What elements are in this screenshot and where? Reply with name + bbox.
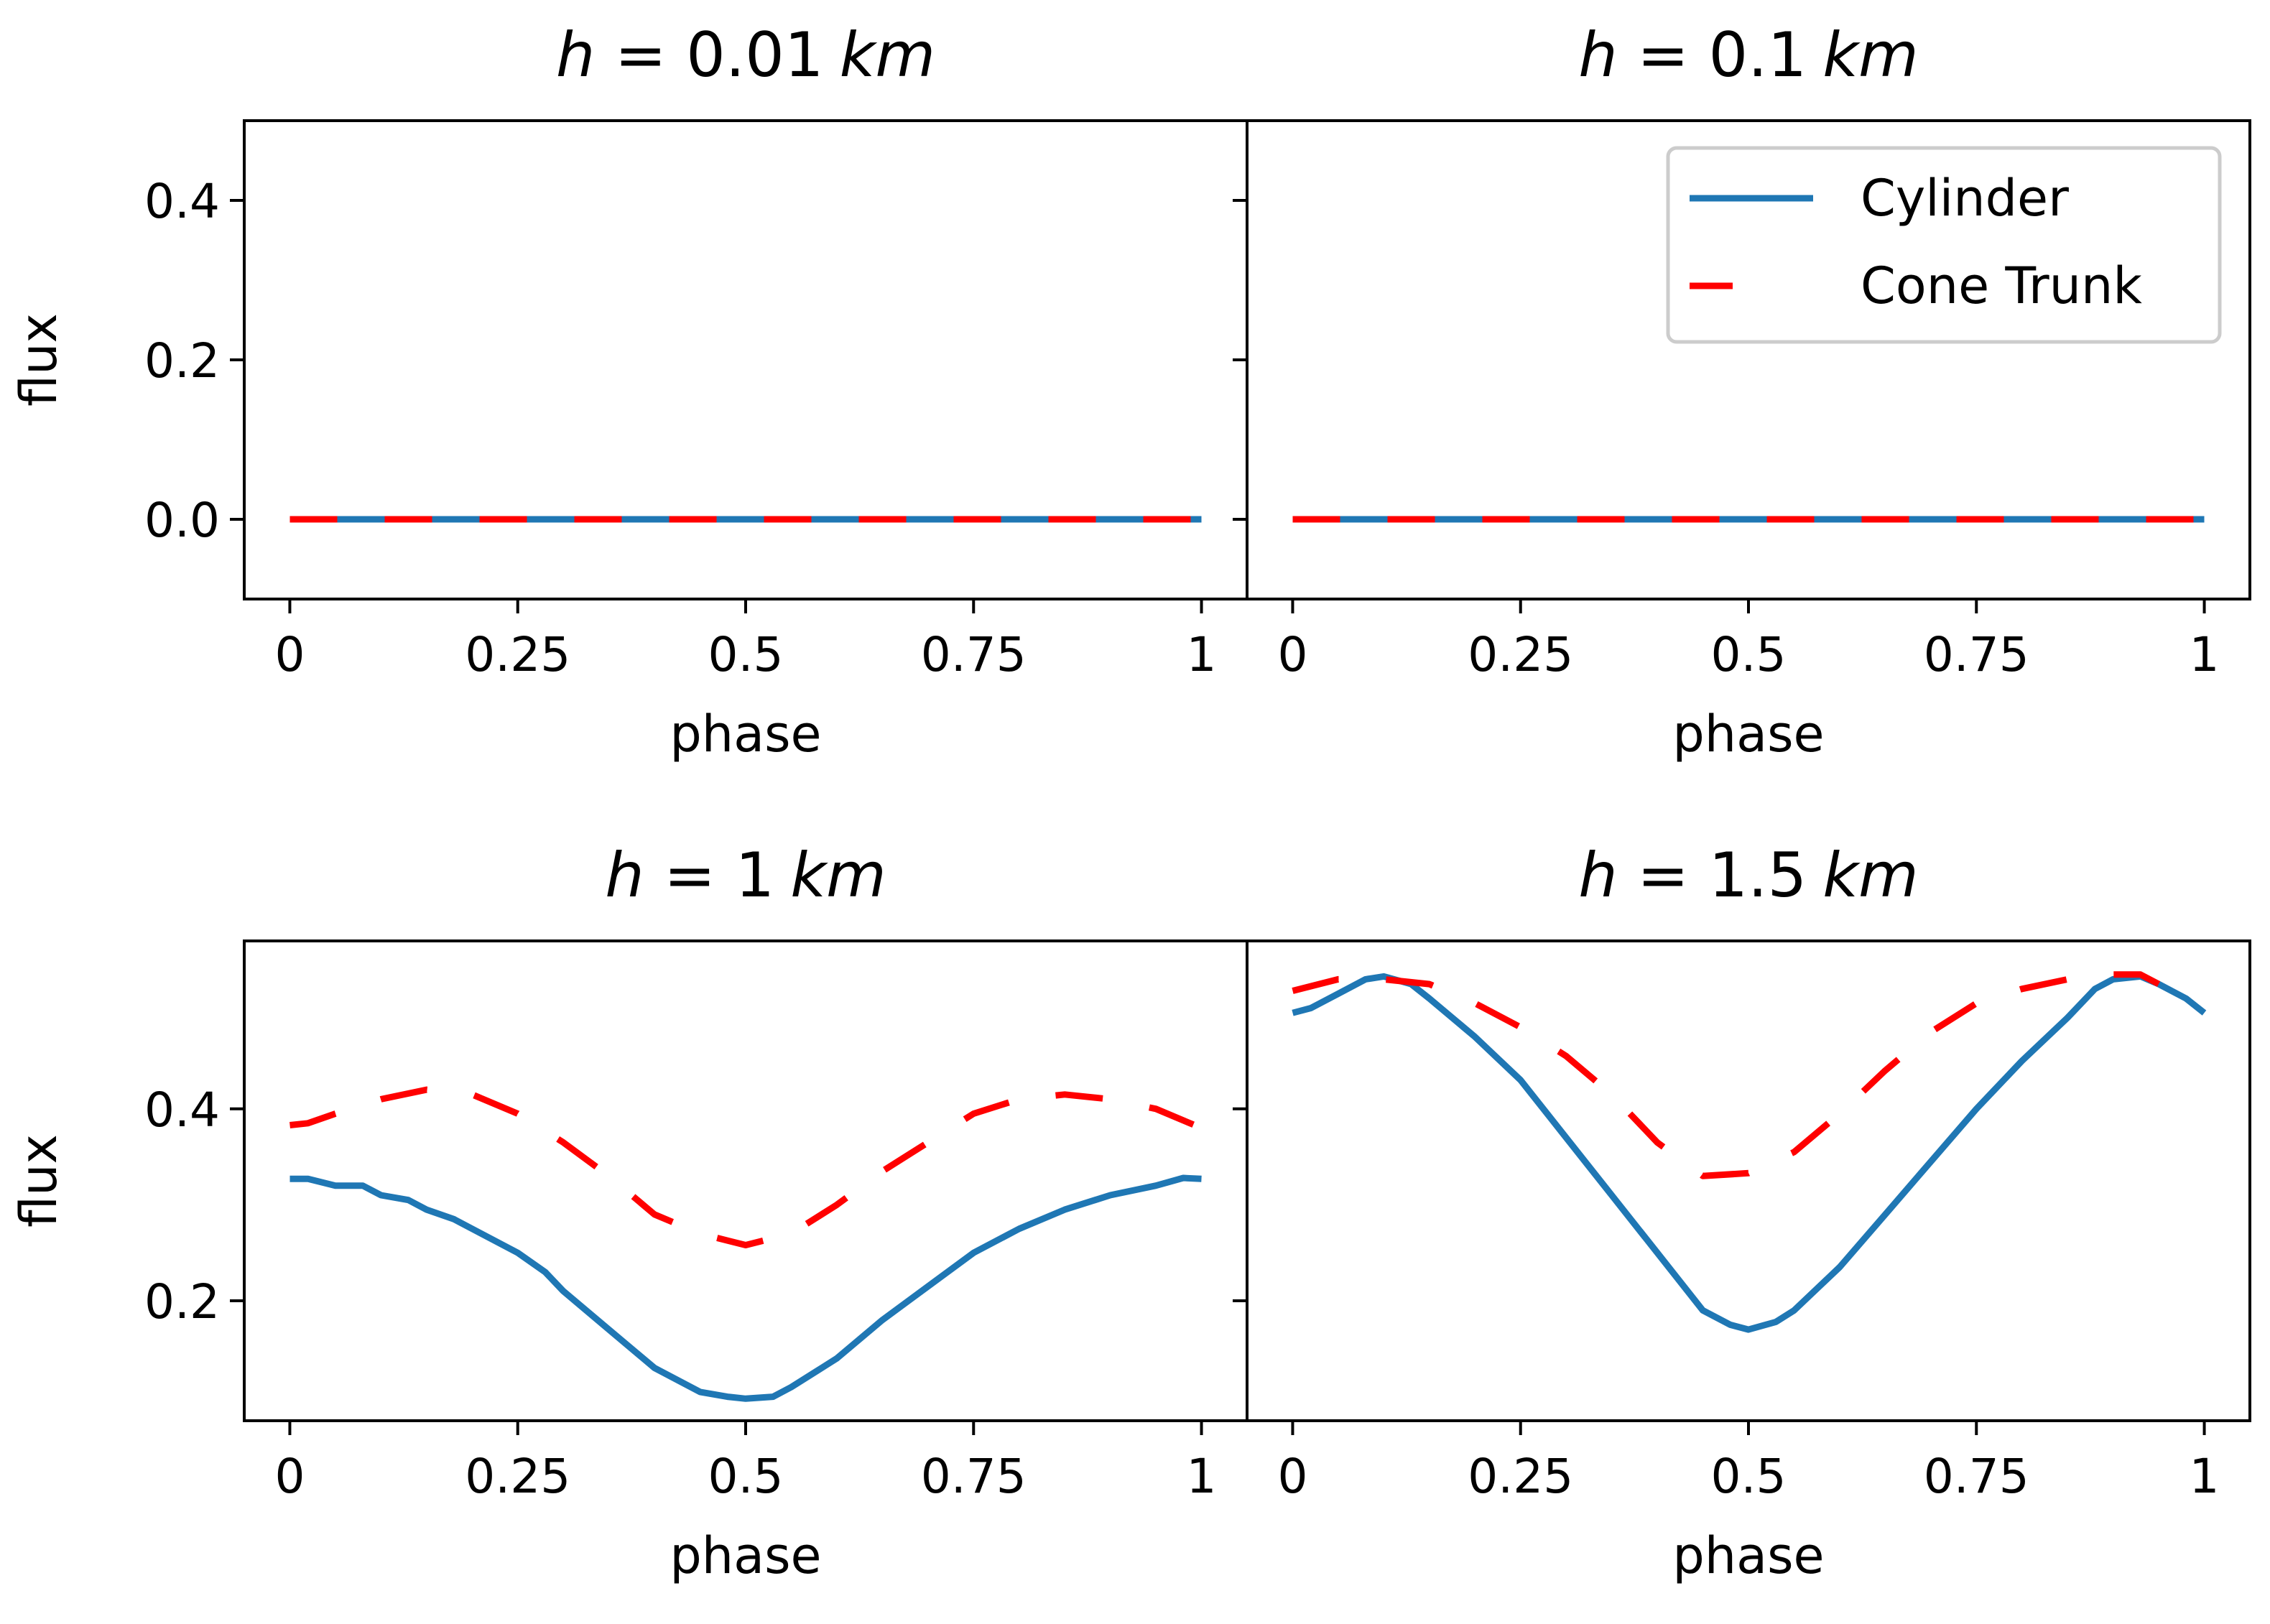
x-tick-label: 0.75 [1924, 1449, 2029, 1504]
panel-title: h = 1 km [605, 840, 886, 911]
x-tick-label: 0 [1277, 627, 1307, 682]
title-value: 1.5 [1708, 840, 1807, 911]
title-variable: h [605, 840, 644, 911]
x-tick-label: 0 [274, 1449, 305, 1504]
title-value: 0.1 [1708, 19, 1807, 91]
panel-title: h = 0.01 km [556, 19, 935, 91]
x-tick-label: 0.5 [708, 1449, 784, 1504]
y-tick-label: 0.2 [144, 1274, 220, 1330]
legend-label-1: Cylinder [1861, 169, 2069, 228]
y-axis-label: flux [9, 313, 68, 407]
x-tick-label: 0 [1277, 1449, 1307, 1504]
y-tick-label: 0.4 [144, 1082, 220, 1138]
x-tick-label: 0.5 [1711, 1449, 1787, 1504]
title-equals: = [1618, 840, 1709, 911]
title-value: 0.01 [686, 19, 823, 91]
x-tick-label: 0.5 [1711, 627, 1787, 682]
title-equals: = [1618, 19, 1709, 91]
x-tick-label: 1 [1187, 627, 1217, 682]
x-tick-label: 0.75 [921, 1449, 1027, 1504]
cone-trunk-line [289, 1086, 1203, 1248]
x-axis-label: phase [1672, 705, 1824, 764]
x-tick-label: 1 [2190, 1449, 2220, 1504]
title-unit: km [790, 840, 886, 911]
x-tick-label: 1 [2190, 627, 2220, 682]
title-unit: km [1822, 840, 1919, 911]
panel-1: 0 0.25 0.5 0.75 1 0.0 0.2 0.4 phase flux h = 0.01 k… [9, 19, 1248, 764]
cylinder-line [289, 1174, 1202, 1402]
x-tick-label: 0.25 [1468, 627, 1573, 682]
x-axis-label: phase [1672, 1526, 1824, 1585]
title-unit: km [840, 19, 936, 91]
legend: Cylinder Cone Trunk [1666, 146, 2222, 344]
x-tick-label: 0.25 [1468, 1449, 1573, 1504]
x-tick-label: 0.25 [465, 1449, 570, 1504]
x-tick-label: 1 [1187, 1449, 1217, 1504]
x-tick-label: 0.75 [1924, 627, 2029, 682]
y-axis-label: flux [9, 1134, 68, 1228]
y-tick-label: 0.0 [144, 493, 220, 548]
title-equals: = [644, 840, 736, 911]
x-tick-label: 0.5 [708, 627, 784, 682]
title-variable: h [556, 19, 596, 91]
title-variable: h [1578, 840, 1618, 911]
title-equals: = [595, 19, 686, 91]
panel-title: h = 0.1 km [1578, 19, 1919, 91]
panel-2: 0 0.25 0.5 0.75 1 phase h = 0.1 km [1233, 19, 2251, 764]
x-tick-label: 0.25 [465, 627, 570, 682]
x-axis-label: phase [670, 1526, 821, 1585]
x-tick-label: 0.75 [921, 627, 1027, 682]
title-value: 1 [735, 840, 774, 911]
panel-4: 0 0.25 0.5 0.75 1 phase h = 1.5 km [1233, 840, 2251, 1585]
x-tick-label: 0 [274, 627, 305, 682]
y-tick-label: 0.4 [144, 174, 220, 229]
y-tick-label: 0.2 [144, 333, 220, 389]
legend-label-2: Cone Trunk [1861, 256, 2142, 315]
title-unit: km [1822, 19, 1919, 91]
x-axis-label: phase [670, 705, 821, 764]
panel-title: h = 1.5 km [1578, 840, 1919, 911]
title-variable: h [1578, 19, 1618, 91]
